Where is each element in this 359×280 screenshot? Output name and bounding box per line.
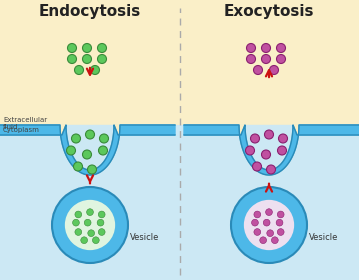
Circle shape: [88, 230, 94, 237]
Circle shape: [81, 237, 88, 244]
Circle shape: [99, 134, 108, 143]
Circle shape: [270, 66, 279, 74]
Circle shape: [276, 55, 285, 64]
Circle shape: [75, 211, 82, 218]
Circle shape: [263, 219, 270, 226]
Circle shape: [260, 237, 266, 244]
Circle shape: [83, 150, 92, 159]
Circle shape: [87, 209, 93, 216]
Bar: [0, 0, 359, 125]
Circle shape: [277, 229, 284, 235]
Circle shape: [90, 66, 99, 74]
Circle shape: [243, 199, 295, 251]
Circle shape: [52, 187, 128, 263]
Circle shape: [97, 219, 104, 226]
Circle shape: [266, 165, 275, 174]
Circle shape: [75, 66, 84, 74]
Circle shape: [247, 55, 256, 64]
Circle shape: [254, 211, 261, 218]
Text: Vesicle: Vesicle: [130, 232, 159, 241]
Circle shape: [66, 146, 75, 155]
Circle shape: [253, 66, 262, 74]
Circle shape: [85, 130, 94, 139]
Circle shape: [271, 237, 278, 244]
Circle shape: [277, 211, 284, 218]
Circle shape: [98, 211, 105, 218]
Circle shape: [71, 134, 80, 143]
Circle shape: [279, 134, 288, 143]
Circle shape: [252, 219, 258, 226]
Circle shape: [251, 134, 260, 143]
Circle shape: [67, 55, 76, 64]
Circle shape: [278, 146, 286, 155]
Circle shape: [231, 187, 307, 263]
Text: Extracellular
fluid: Extracellular fluid: [3, 117, 47, 130]
Circle shape: [98, 229, 105, 235]
Circle shape: [261, 150, 270, 159]
Circle shape: [98, 146, 107, 155]
Circle shape: [74, 162, 83, 171]
Circle shape: [276, 43, 285, 53]
Text: Vesicle: Vesicle: [309, 232, 339, 241]
Circle shape: [83, 43, 92, 53]
Circle shape: [93, 237, 99, 244]
Polygon shape: [0, 125, 175, 175]
Circle shape: [261, 55, 270, 64]
Circle shape: [267, 230, 274, 237]
Circle shape: [98, 43, 107, 53]
Circle shape: [84, 219, 91, 226]
Circle shape: [98, 55, 107, 64]
Polygon shape: [60, 125, 120, 175]
Circle shape: [73, 219, 79, 226]
Circle shape: [67, 43, 76, 53]
Bar: [0, 125, 359, 280]
Text: Endocytosis: Endocytosis: [39, 4, 141, 19]
Circle shape: [83, 55, 92, 64]
Circle shape: [252, 162, 261, 171]
Circle shape: [276, 219, 283, 226]
Text: Cytoplasm: Cytoplasm: [3, 127, 40, 133]
Circle shape: [64, 199, 116, 251]
Circle shape: [88, 165, 97, 174]
Circle shape: [266, 209, 272, 216]
Circle shape: [265, 130, 274, 139]
Circle shape: [247, 43, 256, 53]
Text: Exocytosis: Exocytosis: [224, 4, 314, 19]
Circle shape: [246, 146, 255, 155]
Polygon shape: [184, 125, 359, 175]
Circle shape: [254, 229, 261, 235]
Circle shape: [261, 43, 270, 53]
Circle shape: [75, 229, 82, 235]
Polygon shape: [239, 125, 299, 175]
